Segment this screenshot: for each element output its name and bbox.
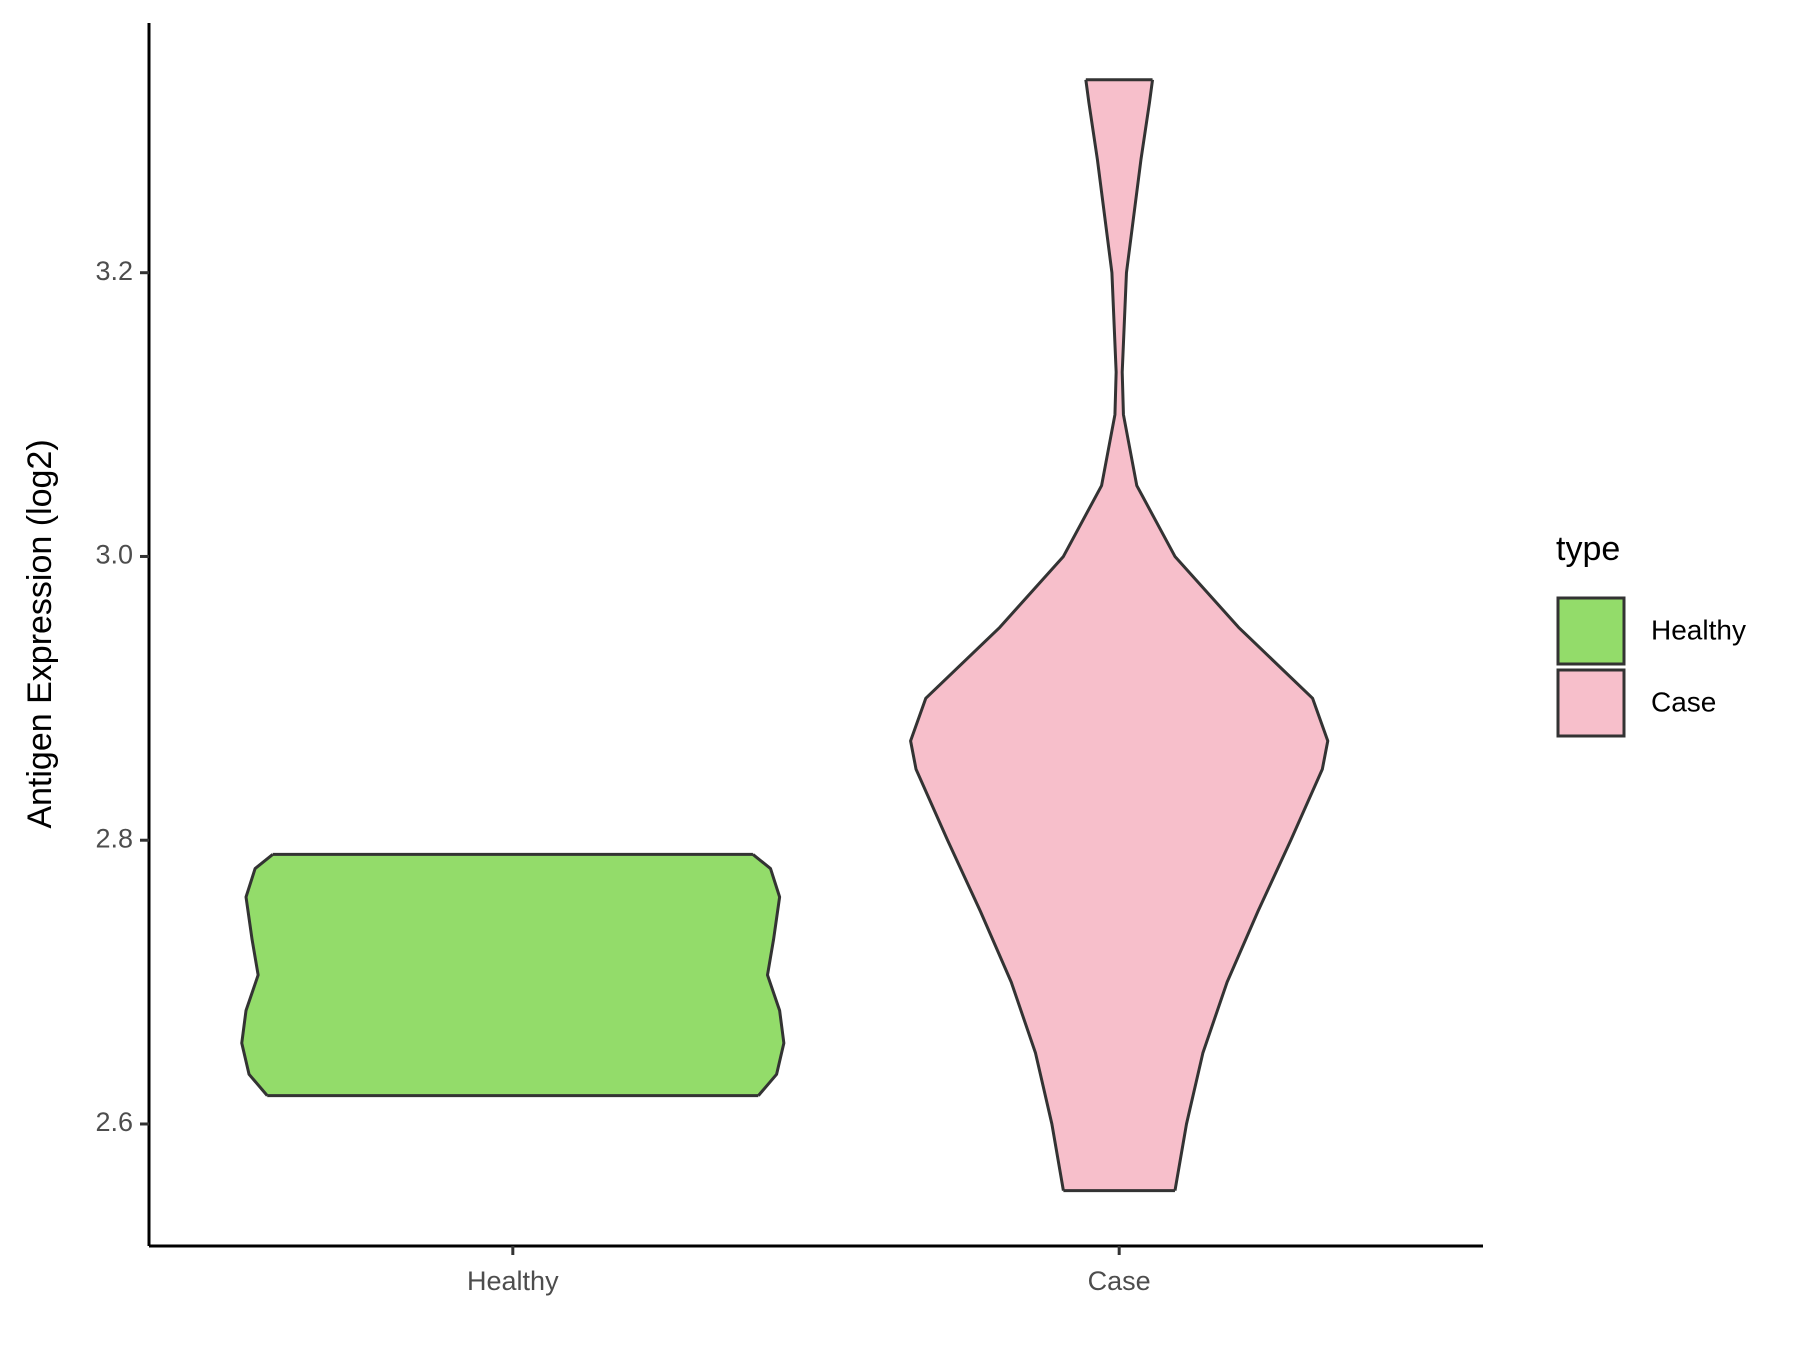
violin-outline (240, 853, 274, 1097)
violin-outline (751, 853, 786, 1097)
legend-title: type (1556, 530, 1620, 568)
legend-key (1556, 668, 1626, 738)
x-tick-label: Case (1088, 1266, 1151, 1296)
x-tick-label: Healthy (467, 1266, 559, 1296)
legend-key (1556, 596, 1626, 666)
violin-fill (910, 79, 1328, 1191)
y-tick-label: 3.0 (95, 540, 133, 570)
y-tick-label: 2.8 (95, 823, 133, 853)
legend-label: Healthy (1651, 614, 1746, 645)
violin-outline (1120, 79, 1330, 1191)
legend-label: Case (1651, 686, 1716, 717)
violin-outline (909, 79, 1118, 1191)
y-tick-label: 2.6 (95, 1107, 133, 1137)
y-tick-label: 3.2 (95, 256, 133, 286)
violin-fill (241, 854, 784, 1096)
y-axis-title: Antigen Expression (log2) (21, 439, 59, 828)
